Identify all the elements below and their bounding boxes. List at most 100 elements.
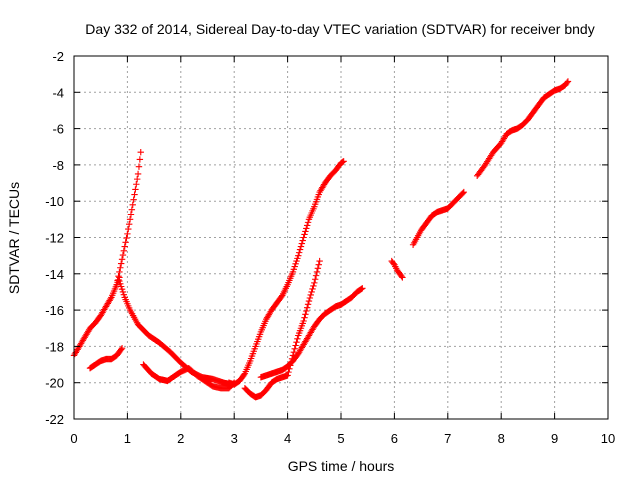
data-point — [119, 251, 127, 259]
data-point — [135, 163, 143, 170]
data-point — [118, 286, 126, 293]
data-point — [300, 317, 307, 325]
plot-area — [70, 78, 572, 401]
data-point — [298, 240, 306, 247]
data-point — [129, 201, 136, 209]
data-point — [133, 175, 141, 183]
y-tick-label: -20 — [45, 376, 64, 391]
data-point — [125, 220, 133, 228]
x-tick-label: 6 — [391, 431, 398, 446]
series-arc-3 — [116, 277, 235, 388]
x-tick-label: 1 — [124, 431, 131, 446]
series-arc-10 — [409, 188, 468, 248]
data-point — [131, 191, 138, 198]
data-point — [314, 265, 322, 272]
data-point — [460, 188, 468, 196]
data-point — [294, 335, 301, 343]
x-tick-label: 4 — [284, 431, 291, 446]
data-point — [285, 368, 292, 376]
y-tick-label: -8 — [52, 158, 64, 173]
data-point — [304, 219, 312, 226]
data-point — [115, 273, 122, 280]
data-point — [291, 263, 298, 270]
data-point — [291, 345, 298, 353]
y-tick-label: -2 — [52, 49, 64, 64]
axis-ticks: 0 1 2 3 4 5 6 7 8 9 10 -2 -4 -6 -8 -10 -12 -14 -16 -18 -20 -2… — [45, 49, 615, 446]
data-point — [301, 231, 308, 238]
y-tick-label: -12 — [45, 231, 64, 246]
x-axis-label: GPS time / hours — [288, 458, 395, 474]
data-point — [313, 268, 321, 276]
data-point — [127, 211, 135, 218]
y-tick-label: -6 — [52, 122, 64, 137]
x-tick-label: 9 — [551, 431, 558, 446]
data-point — [240, 371, 248, 379]
data-point — [303, 307, 310, 315]
series-arc-11 — [473, 78, 572, 179]
data-point — [303, 222, 311, 229]
data-point — [299, 237, 306, 244]
data-point — [128, 206, 136, 213]
data-point — [121, 243, 128, 250]
data-point — [117, 260, 125, 267]
data-point — [293, 257, 300, 265]
data-point — [107, 295, 114, 303]
data-point — [130, 196, 137, 203]
data-point — [295, 252, 302, 259]
data-point — [359, 285, 366, 292]
data-point — [292, 342, 299, 349]
data-point — [311, 279, 318, 287]
series-arc-5 — [140, 361, 238, 392]
y-tick-label: -10 — [45, 194, 64, 209]
data-point — [117, 264, 124, 271]
data-point — [290, 348, 298, 356]
data-point — [136, 156, 144, 163]
data-point — [303, 225, 310, 232]
series-arc-2 — [113, 148, 144, 288]
data-point — [315, 261, 322, 268]
data-point — [459, 189, 467, 197]
x-tick-label: 8 — [498, 431, 505, 446]
data-point — [398, 273, 405, 280]
data-point — [302, 228, 309, 235]
data-point — [358, 285, 365, 293]
series-arc-6 — [225, 158, 347, 388]
data-point — [289, 268, 297, 276]
y-tick-label: -22 — [45, 412, 64, 427]
data-point — [305, 297, 313, 305]
data-point — [117, 280, 124, 287]
data-point — [134, 170, 142, 178]
x-tick-label: 5 — [337, 431, 344, 446]
data-point — [124, 230, 131, 238]
data-point — [117, 283, 125, 290]
series-arc-7 — [241, 257, 323, 401]
data-point — [301, 314, 308, 321]
data-point — [116, 277, 123, 285]
data-point — [316, 257, 323, 265]
data-point — [117, 346, 125, 353]
series-arc-4 — [86, 345, 126, 372]
data-point — [563, 79, 571, 86]
data-point — [564, 78, 572, 85]
data-point — [126, 216, 134, 223]
data-point — [309, 285, 316, 293]
data-point — [310, 282, 317, 290]
data-point — [340, 158, 347, 165]
data-point — [284, 372, 291, 379]
x-tick-label: 3 — [231, 431, 238, 446]
y-tick-label: -14 — [45, 267, 64, 282]
data-point — [293, 338, 300, 346]
y-tick-label: -4 — [52, 85, 64, 100]
data-point — [312, 272, 320, 279]
data-point — [304, 301, 312, 308]
data-point — [122, 239, 129, 246]
data-point — [307, 291, 314, 299]
data-point — [113, 281, 120, 288]
x-tick-label: 10 — [601, 431, 615, 446]
grid — [74, 56, 608, 419]
data-point — [399, 274, 406, 281]
data-point — [295, 249, 303, 256]
data-point — [137, 148, 144, 156]
data-point — [133, 181, 140, 188]
